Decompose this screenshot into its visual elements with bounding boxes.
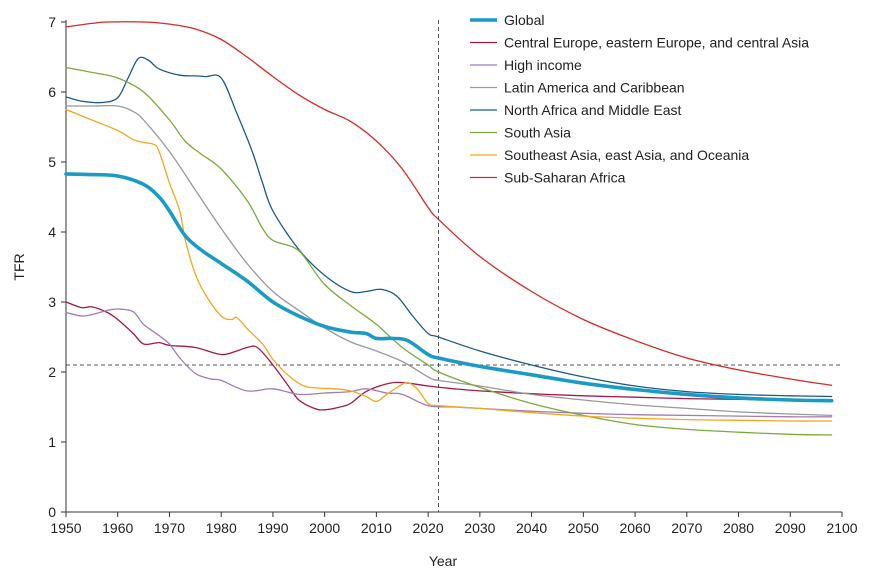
x-axis-title: Year [429,553,458,569]
y-axis-title: TFR [11,253,27,280]
legend-label-north-africa-and-middle-east: North Africa and Middle East [504,102,682,118]
y-tick-label: 5 [48,154,56,170]
x-tick-label: 2090 [775,520,806,536]
x-tick-label: 2030 [464,520,495,536]
x-tick-label: 2070 [671,520,702,536]
legend: Global Central Europe, eastern Europe, an… [470,12,809,186]
x-tick-label: 1960 [102,520,133,536]
reference-lines [66,20,842,512]
series-line-north-africa-and-middle-east [65,56,833,398]
x-tick-label: 2080 [723,520,754,536]
x-tick-label: 2060 [619,520,650,536]
x-tick-label: 2050 [568,520,599,536]
legend-label-sub-saharan-africa: Sub-Saharan Africa [504,170,626,186]
series-lines [64,21,834,436]
y-tick-label: 3 [48,294,56,310]
x-tick-label: 1980 [206,520,237,536]
x-tick-label: 2020 [413,520,444,536]
y-tick-label: 7 [48,14,56,30]
legend-label-central-europe-eastern-europe-and-central-asia: Central Europe, eastern Europe, and cent… [504,35,809,51]
y-tick-label: 0 [48,504,56,520]
y-tick-label: 6 [48,84,56,100]
y-tick-label: 1 [48,434,56,450]
series-line-central-europe-eastern-europe-and-central-asia [65,301,833,411]
x-tick-label: 2040 [516,520,547,536]
y-tick-label: 2 [48,364,56,380]
legend-label-high-income: High income [504,57,582,73]
x-tick-label: 1950 [50,520,81,536]
series-line-south-asia [65,66,833,436]
series-line-latin-america-and-caribbean [65,104,833,417]
x-tick-label: 2010 [361,520,392,536]
series-line-high-income [65,308,833,418]
x-tick-label: 1990 [257,520,288,536]
x-tick-label: 2100 [826,520,857,536]
series-line-sub-saharan-africa [65,21,833,386]
x-tick-label: 1970 [154,520,185,536]
series-line-southeast-asia-east-asia-and-oceania [65,108,833,422]
x-tick-label: 2000 [309,520,340,536]
y-tick-label: 4 [48,224,56,240]
axes: 0 1 2 3 4 5 6 7 1950 1960 1970 1980 1990 2000 2010 2020… [48,14,858,536]
legend-label-latin-america-and-caribbean: Latin America and Caribbean [504,80,685,96]
legend-label-south-asia: South Asia [504,125,571,141]
legend-label-global: Global [504,12,544,28]
series-line-global [64,172,834,403]
legend-label-southeast-asia-east-asia-and-oceania: Southeast Asia, east Asia, and Oceania [504,147,749,163]
